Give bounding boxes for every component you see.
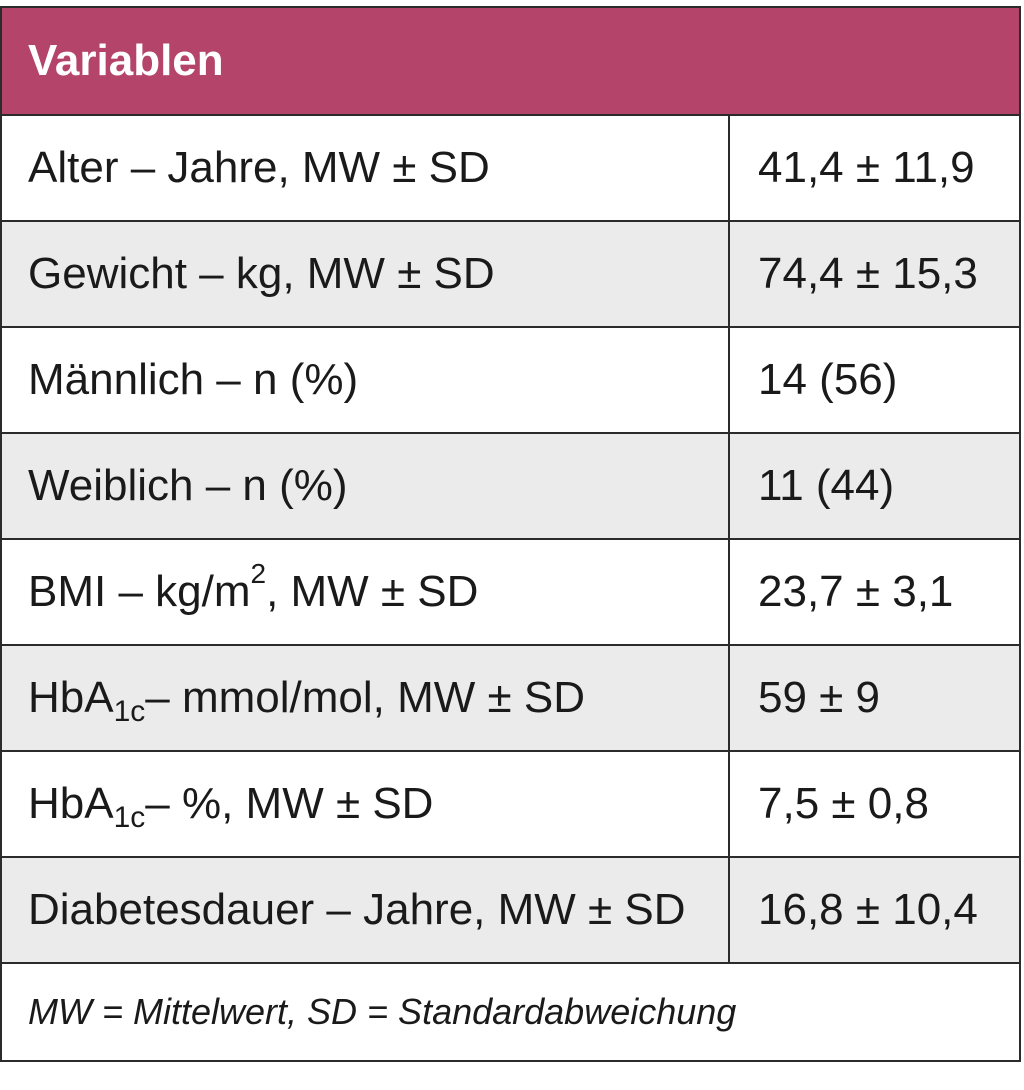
row-label: Alter – Jahre, MW ± SD [2, 116, 730, 220]
table-row: Gewicht – kg, MW ± SD 74,4 ± 15,3 [2, 222, 1019, 328]
row-value: 41,4 ± 11,9 [758, 143, 975, 192]
label-text: HbA [28, 779, 114, 828]
table-row: HbA 1c – mmol/mol, MW ± SD 59 ± 9 [2, 646, 1019, 752]
table-row: Weiblich – n (%) 11 (44) [2, 434, 1019, 540]
table-row: Alter – Jahre, MW ± SD 41,4 ± 11,9 [2, 116, 1019, 222]
row-label: HbA 1c – %, MW ± SD [2, 752, 730, 856]
row-value: 14 (56) [758, 355, 898, 404]
row-label: Männlich – n (%) [2, 328, 730, 432]
row-value: 11 (44) [758, 461, 895, 510]
row-label: HbA 1c – mmol/mol, MW ± SD [2, 646, 730, 750]
row-label: Diabetesdauer – Jahre, MW ± SD [2, 858, 730, 962]
table-row: Männlich – n (%) 14 (56) [2, 328, 1019, 434]
label-text: , MW ± SD [266, 567, 479, 616]
table-row: HbA 1c – %, MW ± SD 7,5 ± 0,8 [2, 752, 1019, 858]
label-text: – mmol/mol, MW ± SD [145, 673, 586, 722]
row-value: 16,8 ± 10,4 [758, 885, 978, 934]
row-label: Gewicht – kg, MW ± SD [2, 222, 730, 326]
table-row: Diabetesdauer – Jahre, MW ± SD 16,8 ± 10… [2, 858, 1019, 964]
label-text: – %, MW ± SD [145, 779, 434, 828]
row-label: BMI – kg/m 2, MW ± SD [2, 540, 730, 644]
row-value: 59 ± 9 [758, 673, 881, 722]
label-text: HbA [28, 673, 114, 722]
table-row: BMI – kg/m 2, MW ± SD 23,7 ± 3,1 [2, 540, 1019, 646]
data-table: Variablen Alter – Jahre, MW ± SD 41,4 ± … [0, 6, 1021, 1062]
row-value: 7,5 ± 0,8 [758, 779, 929, 828]
row-value: 74,4 ± 15,3 [758, 249, 978, 298]
header-title: Variablen [28, 36, 224, 85]
table-footnote: MW = Mittelwert, SD = Standardabweichung [28, 991, 737, 1032]
row-label: Weiblich – n (%) [2, 434, 730, 538]
row-value: 23,7 ± 3,1 [758, 567, 954, 616]
label-text: BMI – kg/m [28, 567, 251, 616]
table-header: Variablen [2, 8, 1019, 116]
